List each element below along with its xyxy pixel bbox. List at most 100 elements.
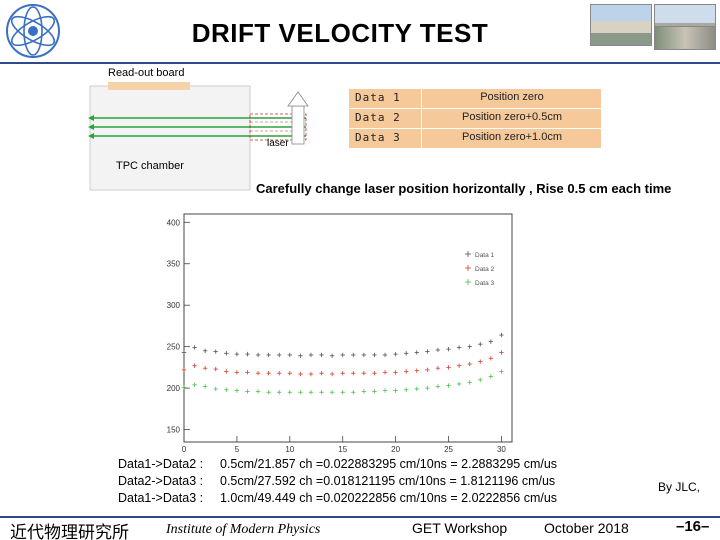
equation-lhs: Data2->Data3 : [118, 474, 204, 488]
data-point-3 [192, 382, 197, 387]
data-point-2 [446, 365, 451, 370]
legend-data-name: Data 3 [355, 131, 401, 144]
y-tick-label: 250 [167, 343, 181, 352]
data-point-1 [488, 339, 494, 344]
x-tick-label: 20 [391, 445, 400, 453]
data-point-2 [414, 368, 419, 373]
data-point-2 [224, 369, 229, 374]
data-point-2 [361, 370, 367, 376]
byline: By JLC, [658, 480, 701, 494]
data-point-1 [319, 352, 324, 358]
data-point-3 [287, 390, 293, 395]
institute-name-en: Institute of Modern Physics [166, 522, 321, 537]
data-point-2 [478, 359, 483, 364]
data-point-1 [361, 352, 367, 358]
data-point-1 [224, 351, 229, 356]
data-point-3 [277, 390, 282, 395]
legend-row-data3: Data 3 Position zero+1.0cm [349, 129, 601, 148]
plot-frame [183, 213, 513, 443]
data-point-3 [435, 384, 441, 389]
tpc-chamber-box [89, 85, 251, 191]
data-point-1 [329, 353, 335, 358]
data-point-1 [287, 352, 293, 358]
data-point-1 [277, 352, 282, 358]
data-point-2 [298, 371, 303, 377]
data-point-3 [266, 390, 271, 395]
data-point-1 [393, 351, 398, 357]
data-point-1 [414, 350, 419, 355]
data-point-1 [308, 352, 314, 358]
laser-arrow-body [291, 105, 305, 145]
data-point-1 [213, 349, 218, 354]
x-tick-label: 15 [338, 445, 347, 453]
data-point-3 [499, 369, 504, 374]
legend-label: Data 1 [475, 252, 495, 259]
equation-line-2: Data2->Data3 : 0.5cm/27.592 ch =0.0181211… [118, 474, 555, 488]
data-point-3 [245, 389, 250, 394]
photo-building-1 [590, 4, 652, 46]
data-point-2 [202, 366, 208, 371]
data-point-1 [234, 351, 240, 357]
data-point-1 [255, 352, 261, 358]
data-point-1 [456, 345, 462, 350]
data-point-2 [351, 370, 356, 376]
photo-building-3 [654, 26, 716, 50]
legend-marker [465, 279, 471, 285]
data-point-3 [456, 381, 462, 387]
equation-rhs: 1.0cm/49.449 ch =0.020222856 cm/10ns = 2… [220, 491, 558, 505]
equation-line-3: Data1->Data3 : 1.0cm/49.449 ch =0.0202228… [118, 491, 557, 505]
data-point-2 [308, 371, 314, 377]
y-tick-label: 200 [167, 384, 181, 393]
legend-label: Data 3 [475, 280, 495, 287]
data-point-2 [213, 366, 218, 372]
data-point-2 [425, 367, 430, 373]
data-point-1 [425, 349, 430, 354]
legend-row-data2: Data 2 Position zero+0.5cm [349, 109, 601, 128]
x-tick-label: 30 [497, 445, 506, 453]
legend-position: Position zero+0.5cm [462, 111, 562, 123]
x-tick-label: 10 [285, 445, 294, 453]
data-point-3 [255, 389, 261, 394]
arrow-up-icon [287, 91, 309, 107]
data-point-3 [351, 390, 356, 395]
slide-title: DRIFT VELOCITY TEST [191, 18, 489, 48]
legend-position: Position zero [480, 91, 544, 103]
workshop-name: GET Workshop [412, 520, 508, 536]
data-point-1 [266, 352, 271, 358]
data-point-1 [181, 350, 187, 355]
data-point-3 [224, 387, 229, 392]
data-point-3 [213, 386, 218, 392]
drift-scatter-chart: 150 200 250 300 350 400 0 5 10 15 20 25 30 Data 1 Data… [167, 213, 513, 453]
data-point-3 [181, 385, 187, 390]
setup-diagram [88, 82, 309, 191]
data-point-3 [340, 390, 345, 395]
data-point-2 [277, 370, 282, 376]
data-point-2 [456, 363, 462, 368]
data-point-3 [382, 388, 388, 393]
data-point-2 [393, 370, 398, 375]
data-point-3 [319, 390, 324, 395]
data-point-1 [446, 346, 451, 352]
data-point-3 [234, 388, 240, 393]
legend-marker [465, 251, 471, 257]
presentation-date: October 2018 [544, 520, 629, 536]
data-point-2 [255, 370, 261, 376]
data-point-2 [467, 361, 472, 367]
data-point-1 [202, 348, 208, 353]
footer-divider [0, 516, 720, 518]
data-point-2 [340, 370, 345, 376]
data-point-2 [181, 367, 187, 373]
data-point-1 [351, 352, 356, 358]
data-point-3 [329, 390, 335, 395]
x-tick-label: 0 [182, 445, 187, 453]
data-point-2 [382, 370, 388, 375]
legend-row-data1: Data 1 Position zero [349, 89, 601, 108]
data-point-1 [403, 351, 409, 356]
data-point-1 [245, 351, 250, 357]
laser-label: laser [267, 138, 289, 149]
header-divider [0, 62, 720, 64]
legend-data-name: Data 2 [355, 111, 401, 124]
legend-marker [465, 265, 471, 271]
data-point-2 [266, 370, 271, 376]
